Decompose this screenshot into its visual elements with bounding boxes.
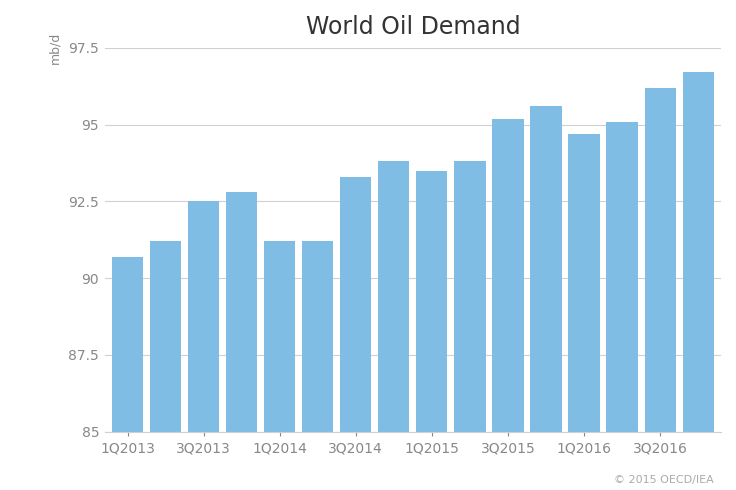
Bar [531, 106, 562, 432]
Text: © 2015 OECD/IEA: © 2015 OECD/IEA [614, 475, 714, 485]
Bar [302, 241, 333, 432]
Bar [226, 192, 258, 432]
Bar [417, 171, 447, 432]
Bar [454, 162, 486, 432]
Bar [378, 162, 409, 432]
Bar [645, 88, 676, 432]
Bar [492, 119, 523, 432]
Bar [682, 73, 714, 432]
Bar [112, 257, 143, 432]
Bar [264, 241, 295, 432]
Bar [150, 241, 181, 432]
Y-axis label: mb/d: mb/d [49, 32, 62, 64]
Bar [340, 177, 372, 432]
Bar [568, 134, 600, 432]
Bar [188, 201, 219, 432]
Bar [606, 122, 637, 432]
Title: World Oil Demand: World Oil Demand [305, 15, 520, 39]
